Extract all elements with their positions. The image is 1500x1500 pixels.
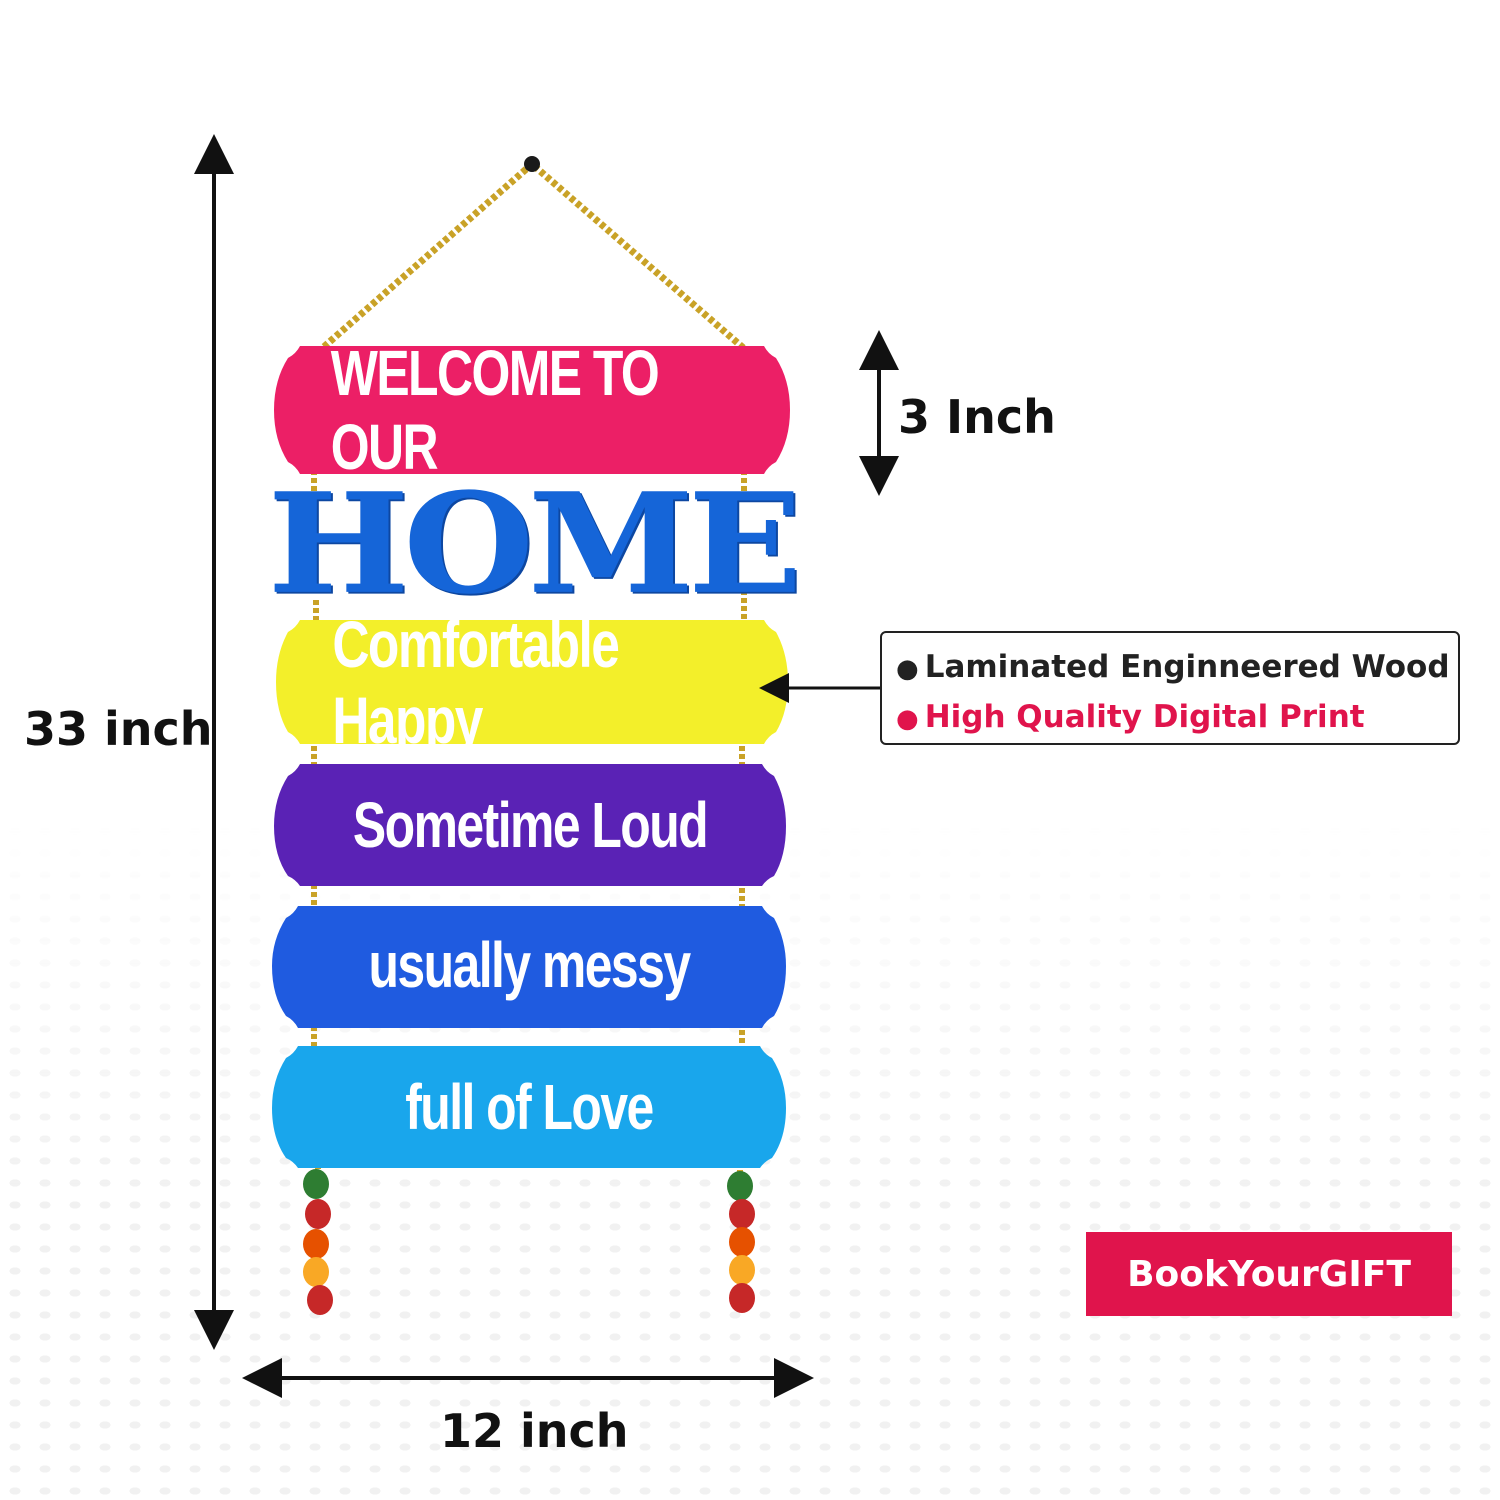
plank-welcome (274, 346, 790, 474)
brand-name: BookYourGIFT (1127, 1253, 1411, 1295)
bullet-icon: ● (896, 704, 919, 734)
home-word: HOME (267, 463, 803, 625)
width-label: 12 inch (440, 1404, 629, 1458)
feature-print-text: High Quality Digital Print (924, 699, 1365, 735)
feature-wood-text: Laminated Enginneered Wood (924, 649, 1450, 685)
plank-height-label: 3 Inch (898, 390, 1056, 444)
plank-comfortable (276, 620, 788, 744)
plank-sometime (274, 764, 786, 886)
bead-strand-left (303, 1169, 333, 1315)
bead-strand-right (727, 1171, 755, 1313)
brand-logo: BookYourGIFT (1086, 1232, 1452, 1316)
plank-text-sometime: Sometime Loud (352, 789, 709, 861)
plank-text-usually: usually messy (368, 929, 691, 1001)
wall-nail-icon (524, 156, 540, 172)
feature-callout: ● Laminated Enginneered Wood ● High Qualit… (880, 631, 1460, 745)
hanging-rope (315, 156, 751, 355)
plank-shapes (272, 346, 790, 1168)
plank-text-welcome: WELCOME TO OUR (330, 337, 660, 483)
height-label: 33 inch (24, 702, 213, 756)
plank-usually (272, 906, 786, 1028)
feature-print: ● High Quality Digital Print (896, 693, 1458, 743)
plank-text-full-of-love: full of Love (405, 1071, 654, 1143)
feature-wood: ● Laminated Enginneered Wood (896, 643, 1458, 693)
plank-full-of-love (272, 1046, 786, 1168)
bullet-icon: ● (896, 654, 919, 684)
plank-text-comfortable: Comfortable Happy (332, 607, 620, 757)
